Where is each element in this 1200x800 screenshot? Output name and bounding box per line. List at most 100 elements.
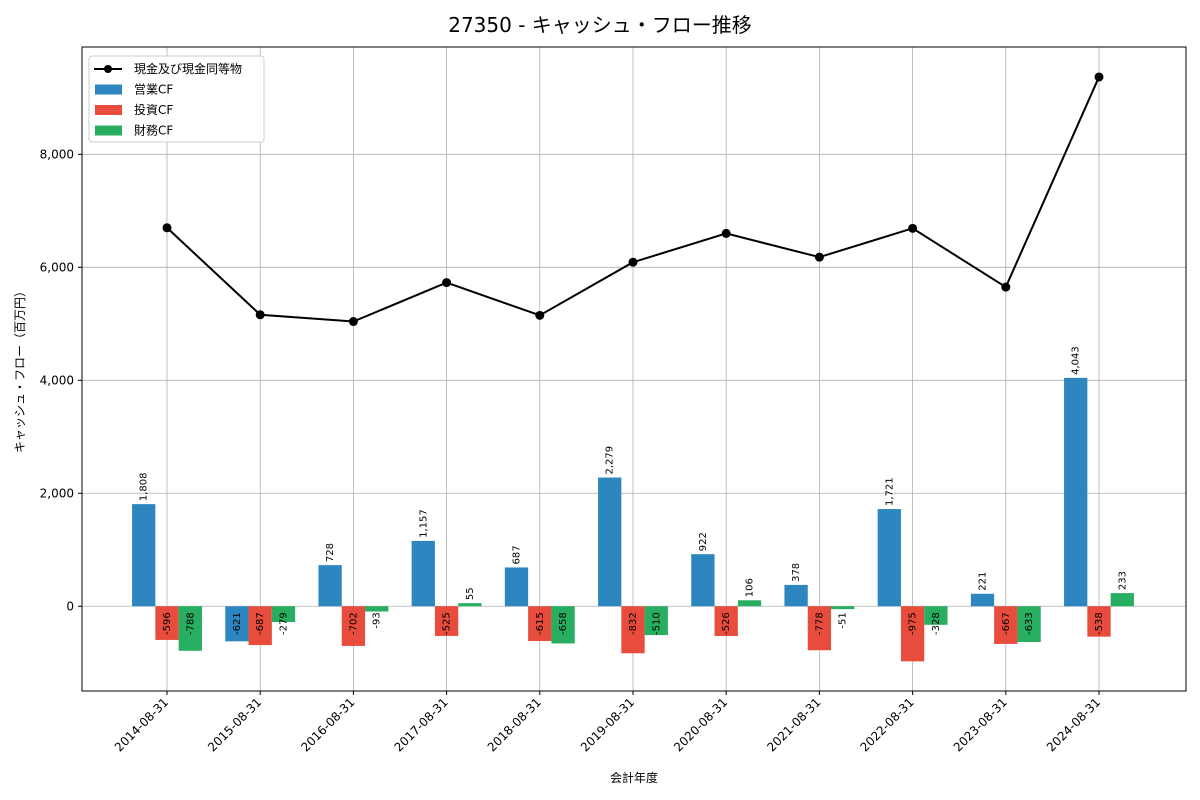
data-label: 2,279 (605, 446, 616, 475)
bar (551, 606, 575, 644)
cash-point (1001, 282, 1011, 292)
cash-point (255, 310, 265, 320)
x-axis-label: 会計年度 (610, 770, 658, 785)
bar (1017, 606, 1041, 643)
cash-line (162, 72, 1104, 327)
data-label: -328 (931, 612, 942, 635)
data-label: 106 (745, 578, 756, 597)
x-tick-label: 2022-08-31 (858, 695, 917, 754)
cash-point (442, 278, 452, 288)
data-label: -702 (348, 612, 359, 635)
cash-point (908, 223, 918, 233)
x-tick-label: 2016-08-31 (298, 695, 357, 754)
data-label: 687 (512, 545, 523, 564)
legend-swatch (95, 84, 122, 95)
cash-point (628, 257, 638, 267)
bar (434, 606, 459, 636)
bar (900, 606, 925, 662)
bar (132, 504, 156, 607)
x-tick-label: 2018-08-31 (485, 695, 544, 754)
cash-point (535, 310, 545, 320)
data-label: 1,721 (884, 477, 895, 506)
cash-point (348, 317, 358, 327)
y-tick-label: 8,000 (40, 147, 74, 161)
x-tick-label: 2021-08-31 (764, 695, 823, 754)
data-label: -93 (372, 612, 383, 628)
y-tick-label: 2,000 (40, 486, 74, 500)
data-label: -615 (535, 612, 546, 635)
legend-box (88, 55, 265, 143)
data-label: -510 (651, 612, 662, 635)
bar (1064, 377, 1088, 607)
bar (458, 603, 482, 607)
bar (784, 584, 808, 607)
legend-swatch (95, 125, 122, 136)
data-labels: 1,808 -621 728 1,157 687 2,279 922 378 1,721 221 4… (139, 346, 1129, 635)
bar (598, 477, 622, 607)
x-tick-label: 2020-08-31 (671, 695, 730, 754)
bar (714, 606, 738, 636)
bar (318, 565, 342, 607)
bar (877, 509, 901, 607)
x-tick-label: 2024-08-31 (1044, 695, 1103, 754)
data-label: -279 (279, 612, 290, 635)
data-label: 1,157 (418, 509, 429, 538)
legend-swatch (95, 105, 122, 115)
bar (155, 606, 179, 640)
data-label: -687 (255, 612, 266, 635)
bar (225, 606, 249, 642)
cash-point (1094, 72, 1104, 82)
cash-point (721, 228, 731, 238)
legend-label: 投資CF (134, 102, 173, 117)
axes: 0 2,000 4,000 6,000 8,000 2014-08-31 2015-08-3… (40, 147, 1103, 754)
legend-label: 営業CF (134, 83, 173, 97)
data-label: 1,808 (139, 472, 150, 501)
bar (737, 600, 762, 607)
legend-marker (104, 65, 112, 73)
bar (644, 606, 668, 636)
bars (132, 377, 1134, 662)
plot-frame (81, 46, 1187, 692)
bar (341, 606, 366, 646)
y-axis-label: キャッシュ・フロー（百万円） (13, 285, 27, 453)
bar (691, 554, 715, 607)
cash-point (814, 252, 824, 262)
bar (178, 606, 202, 651)
chart-title: 27350 - キャッシュ・フロー推移 (448, 13, 752, 37)
data-label: -526 (721, 612, 732, 635)
legend-label: 現金及び現金同等物 (134, 61, 242, 76)
x-tick-label: 2017-08-31 (392, 695, 451, 754)
bar (621, 606, 645, 654)
data-label: -538 (1094, 612, 1105, 635)
data-label: -621 (232, 612, 243, 635)
x-tick-label: 2014-08-31 (112, 695, 171, 754)
x-tick-label: 2015-08-31 (205, 695, 264, 754)
bar (271, 606, 296, 623)
data-label: 378 (791, 563, 802, 582)
bar (994, 606, 1018, 644)
data-label: 221 (978, 572, 989, 591)
data-label: 728 (325, 543, 336, 562)
y-tick-label: 6,000 (40, 260, 74, 274)
bar (924, 606, 948, 625)
legend-label: 財務CF (134, 123, 173, 138)
data-label: -51 (838, 612, 849, 628)
bar (970, 593, 995, 607)
bar (248, 606, 272, 646)
x-tick-label: 2019-08-31 (578, 695, 637, 754)
data-label: 922 (698, 532, 709, 551)
bar (504, 567, 529, 607)
data-label: -975 (908, 612, 919, 635)
data-label: -788 (185, 612, 196, 635)
cash-point (162, 223, 172, 233)
bar (411, 540, 435, 607)
bar (365, 606, 389, 612)
y-tick-label: 0 (66, 599, 74, 613)
data-label: 55 (465, 587, 476, 600)
bar (831, 606, 855, 610)
bar (807, 606, 832, 651)
data-label: 4,043 (1071, 346, 1082, 375)
data-label: 233 (1117, 571, 1128, 590)
